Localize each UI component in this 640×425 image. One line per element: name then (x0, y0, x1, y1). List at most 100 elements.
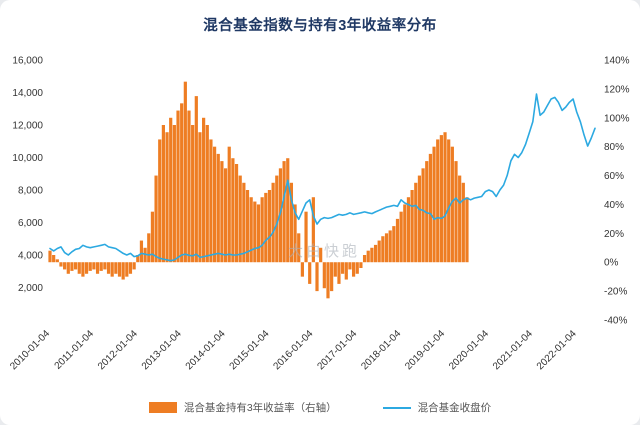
return-bar (333, 262, 337, 277)
return-bar (70, 262, 74, 271)
return-bar (421, 168, 425, 263)
return-bar (245, 190, 250, 263)
return-bar (458, 175, 462, 263)
x-tick-label: 2022-01-04 (535, 328, 579, 372)
return-bar (66, 262, 70, 274)
return-bar (52, 255, 56, 263)
return-bar (443, 132, 447, 263)
return-bar (355, 262, 359, 274)
return-bar (282, 161, 286, 263)
x-tick-label: 2013-01-04 (140, 328, 184, 372)
chart-plot: 2,000 4,000 6,000 8,000 10,000 12,000 14,000 16… (8, 56, 630, 373)
return-bar (220, 161, 224, 263)
return-bar (77, 262, 81, 274)
return-bar (447, 139, 451, 263)
return-bar (300, 262, 304, 277)
return-bar (117, 262, 122, 277)
return-bar (95, 262, 100, 274)
x-tick-label: 2021-01-04 (491, 328, 535, 372)
return-bar (99, 262, 103, 271)
return-bar (454, 161, 458, 263)
return-bar (180, 103, 184, 263)
return-bar (264, 192, 268, 263)
return-bar (169, 117, 173, 263)
x-tick-label: 2017-01-04 (315, 328, 359, 372)
return-bar (114, 262, 118, 274)
return-bar (359, 262, 363, 268)
return-bar (158, 139, 162, 263)
return-bar (172, 125, 176, 263)
return-bar (432, 146, 436, 263)
return-bar (439, 135, 443, 263)
return-bar (293, 204, 297, 263)
return-bar (414, 182, 418, 263)
return-bar (216, 153, 220, 263)
chart-title: 混合基金指数与持有3年收益率分布 (203, 18, 437, 34)
return-bar (384, 233, 389, 263)
close-price-line (49, 93, 596, 262)
return-bar (395, 218, 400, 263)
return-bar (110, 262, 114, 277)
return-bar (286, 158, 290, 263)
return-bar (461, 182, 465, 263)
return-bar (450, 146, 454, 263)
y-left-tick-label: 4,000 (18, 251, 43, 262)
return-bar (242, 182, 246, 263)
return-bar (191, 125, 195, 263)
x-tick-label: 2016-01-04 (272, 328, 316, 372)
return-bar (209, 139, 213, 263)
x-tick-label: 2011-01-04 (53, 328, 97, 372)
y-left-tick-label: 2,000 (18, 283, 43, 294)
return-bar (249, 197, 253, 263)
return-bar (84, 262, 89, 274)
return-bar (403, 204, 407, 263)
return-bar (388, 230, 392, 263)
return-bar (406, 197, 411, 263)
return-bar (88, 262, 92, 271)
return-bar (183, 81, 187, 263)
return-bar (147, 233, 151, 263)
y-right-tick-label: 40% (604, 200, 624, 211)
line-swatch-icon (382, 406, 411, 409)
return-bar (48, 250, 52, 263)
return-bar (125, 262, 129, 277)
return-bar (392, 226, 396, 263)
return-bar (121, 262, 125, 280)
return-bar (59, 262, 63, 267)
legend-label-close: 混合基金收盘价 (417, 402, 492, 414)
return-bar (304, 211, 308, 263)
y-left-tick-label: 12,000 (12, 121, 43, 132)
return-bar (106, 262, 111, 274)
return-bar (289, 182, 294, 263)
legend-label-return: 混合基金持有3年收益率（右轴） (183, 402, 337, 414)
return-bar (308, 262, 312, 284)
return-bar (187, 110, 191, 263)
return-bar (223, 168, 228, 263)
return-bar (399, 211, 403, 263)
return-bar (425, 161, 429, 263)
return-bar (150, 211, 155, 263)
y-left-tick-label: 14,000 (12, 88, 43, 99)
return-bar (165, 132, 169, 263)
return-bar (205, 125, 209, 263)
x-tick-label: 2014-01-04 (184, 328, 228, 372)
return-bar (436, 139, 440, 263)
return-bar (410, 190, 414, 263)
y-right-tick-label: -20% (604, 287, 627, 298)
return-bar (132, 262, 136, 270)
return-bar (202, 117, 206, 263)
return-bar (161, 125, 165, 263)
return-bar (81, 262, 85, 277)
legend: 混合基金持有3年收益率（右轴） 混合基金收盘价 (0, 400, 640, 415)
y-left-tick-label: 16,000 (12, 56, 43, 67)
y-left-tick-label: 8,000 (18, 186, 43, 197)
y-right-tick-label: 140% (604, 56, 630, 67)
return-bar (370, 247, 374, 263)
return-bar (326, 262, 330, 299)
return-bar (373, 244, 378, 263)
y-left-tick-label: 10,000 (12, 153, 43, 164)
return-bar (198, 132, 202, 263)
return-bar (271, 182, 275, 263)
x-tick-label: 2010-01-04 (8, 328, 52, 372)
return-bar (231, 158, 235, 263)
